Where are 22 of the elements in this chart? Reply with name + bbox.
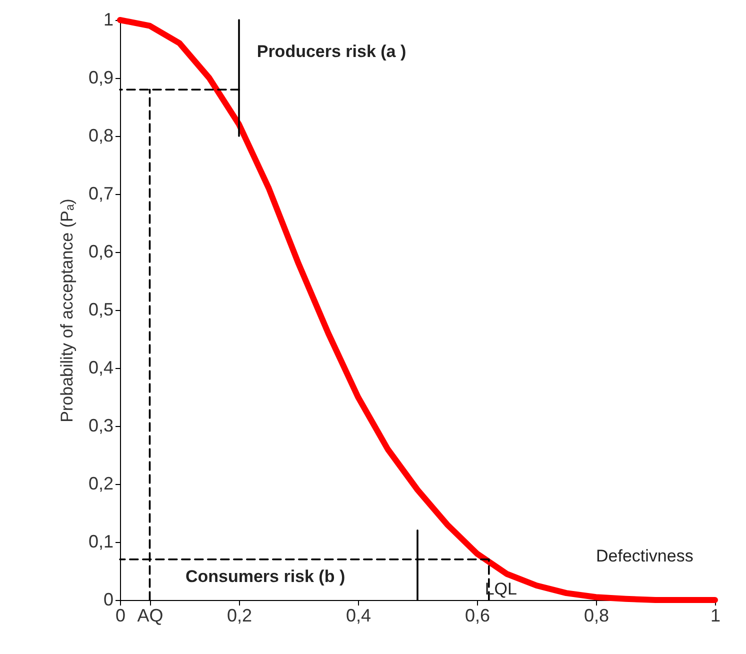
y-tick-label: 0,5 [88, 300, 114, 320]
x-tick-label: 0,2 [226, 606, 252, 626]
x-tick-label: 0,4 [346, 606, 372, 626]
y-tick-label: 0,1 [88, 532, 114, 552]
y-axis-title: Probability of acceptance (Pₐ) [57, 198, 76, 422]
x-tick-label: 1 [710, 606, 721, 626]
annotation: LQL [484, 579, 517, 598]
y-tick-label: 0,7 [88, 184, 114, 204]
y-tick-label: 0,6 [88, 242, 114, 262]
y-tick-label: 0,9 [88, 68, 114, 88]
annotation: Producers risk (a ) [256, 42, 406, 61]
y-tick-label: 1 [103, 10, 114, 30]
y-tick-label: 0,2 [88, 474, 114, 494]
y-tick-label: 0 [103, 590, 114, 610]
annotation: Consumers risk (b ) [185, 566, 346, 586]
y-tick-label: 0,3 [88, 416, 114, 436]
annotation: Defectivness [596, 546, 694, 566]
y-tick-label: 0,8 [88, 126, 114, 146]
x-tick-label: 0,6 [464, 606, 490, 626]
y-tick-label: 0,4 [88, 358, 114, 378]
x-tick-label: AQ [137, 606, 164, 626]
x-tick-label: 0,8 [584, 606, 610, 626]
